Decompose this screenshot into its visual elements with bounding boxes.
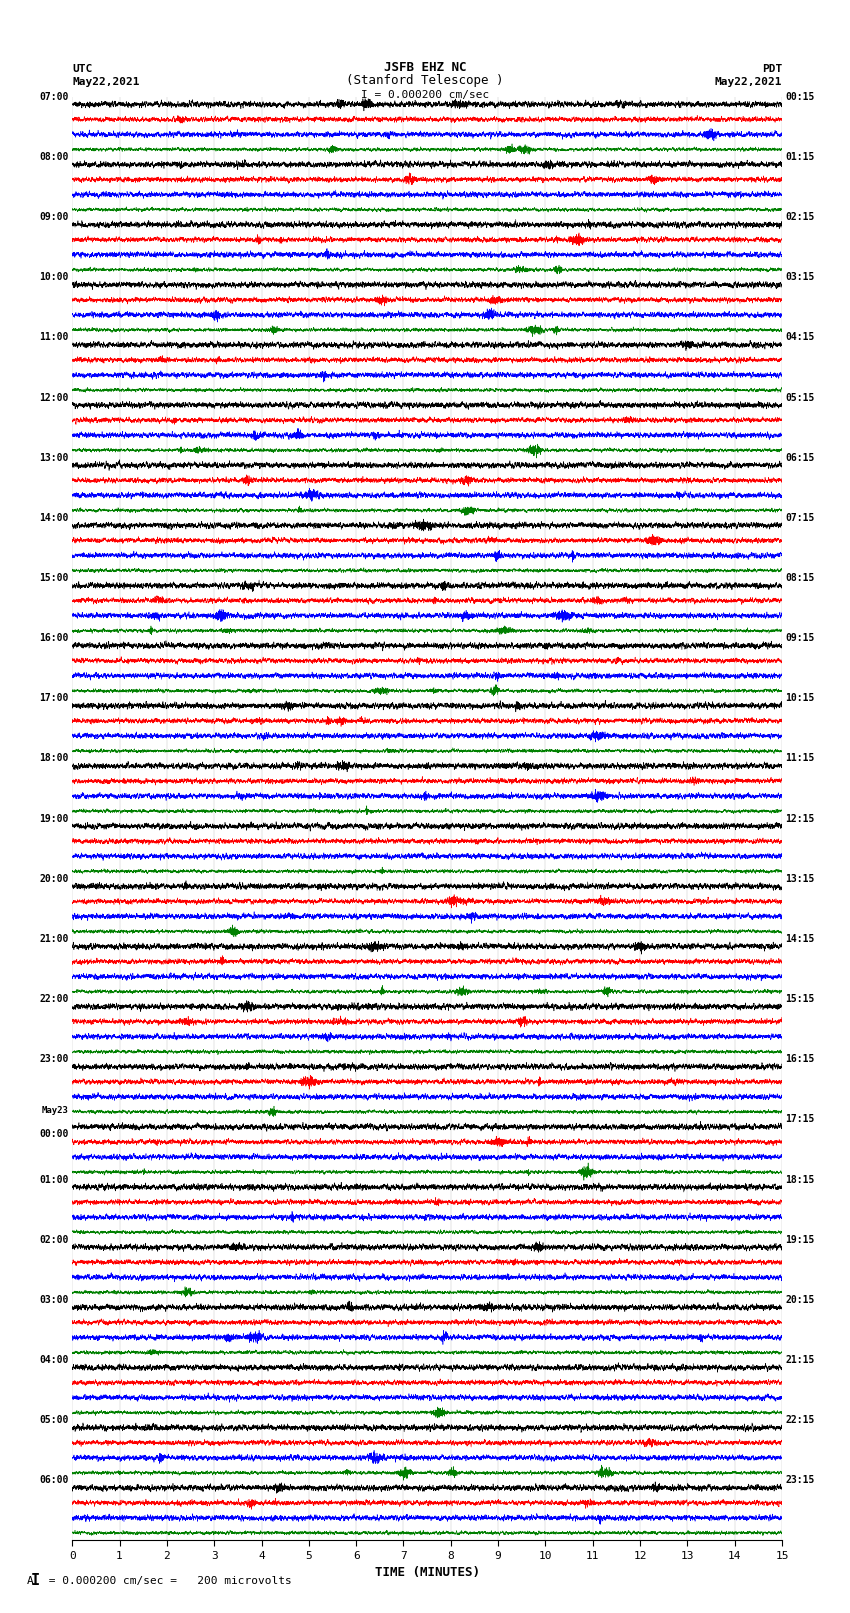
Text: 18:15: 18:15	[785, 1174, 815, 1184]
Text: 05:00: 05:00	[39, 1415, 69, 1426]
Text: 06:15: 06:15	[785, 453, 815, 463]
Text: 13:15: 13:15	[785, 874, 815, 884]
Text: 21:00: 21:00	[39, 934, 69, 944]
Text: May23: May23	[42, 1107, 69, 1115]
Text: 09:15: 09:15	[785, 634, 815, 644]
Text: I = 0.000200 cm/sec: I = 0.000200 cm/sec	[361, 90, 489, 100]
Text: 23:00: 23:00	[39, 1055, 69, 1065]
Text: JSFB EHZ NC: JSFB EHZ NC	[383, 61, 467, 74]
Text: 08:00: 08:00	[39, 152, 69, 161]
Text: May22,2021: May22,2021	[72, 77, 139, 87]
Text: 01:00: 01:00	[39, 1174, 69, 1184]
Text: 08:15: 08:15	[785, 573, 815, 582]
Text: 19:15: 19:15	[785, 1234, 815, 1245]
Text: 23:15: 23:15	[785, 1476, 815, 1486]
Text: 04:15: 04:15	[785, 332, 815, 342]
Text: 17:15: 17:15	[785, 1115, 815, 1124]
Text: 10:15: 10:15	[785, 694, 815, 703]
Text: 22:00: 22:00	[39, 994, 69, 1003]
Text: 19:00: 19:00	[39, 813, 69, 824]
Text: A: A	[26, 1576, 33, 1586]
Text: I: I	[31, 1573, 40, 1589]
Text: 15:15: 15:15	[785, 994, 815, 1003]
Text: 18:00: 18:00	[39, 753, 69, 763]
Text: PDT: PDT	[762, 65, 782, 74]
Text: 13:00: 13:00	[39, 453, 69, 463]
Text: = 0.000200 cm/sec =   200 microvolts: = 0.000200 cm/sec = 200 microvolts	[42, 1576, 292, 1586]
Text: 15:00: 15:00	[39, 573, 69, 582]
Text: 05:15: 05:15	[785, 392, 815, 403]
Text: May22,2021: May22,2021	[715, 77, 782, 87]
Text: (Stanford Telescope ): (Stanford Telescope )	[346, 74, 504, 87]
Text: 02:15: 02:15	[785, 211, 815, 223]
Text: 03:15: 03:15	[785, 273, 815, 282]
Text: 21:15: 21:15	[785, 1355, 815, 1365]
Text: 00:00: 00:00	[39, 1129, 69, 1139]
Text: 12:00: 12:00	[39, 392, 69, 403]
Text: 01:15: 01:15	[785, 152, 815, 161]
Text: 07:00: 07:00	[39, 92, 69, 102]
Text: 16:15: 16:15	[785, 1055, 815, 1065]
Text: 17:00: 17:00	[39, 694, 69, 703]
Text: 22:15: 22:15	[785, 1415, 815, 1426]
Text: 02:00: 02:00	[39, 1234, 69, 1245]
Text: 03:00: 03:00	[39, 1295, 69, 1305]
Text: 16:00: 16:00	[39, 634, 69, 644]
Text: 11:15: 11:15	[785, 753, 815, 763]
Text: 04:00: 04:00	[39, 1355, 69, 1365]
Text: 09:00: 09:00	[39, 211, 69, 223]
Text: 11:00: 11:00	[39, 332, 69, 342]
Text: 20:00: 20:00	[39, 874, 69, 884]
Text: 00:15: 00:15	[785, 92, 815, 102]
Text: 14:00: 14:00	[39, 513, 69, 523]
X-axis label: TIME (MINUTES): TIME (MINUTES)	[375, 1566, 479, 1579]
Text: 06:00: 06:00	[39, 1476, 69, 1486]
Text: 07:15: 07:15	[785, 513, 815, 523]
Text: 12:15: 12:15	[785, 813, 815, 824]
Text: 14:15: 14:15	[785, 934, 815, 944]
Text: 20:15: 20:15	[785, 1295, 815, 1305]
Text: 10:00: 10:00	[39, 273, 69, 282]
Text: UTC: UTC	[72, 65, 93, 74]
